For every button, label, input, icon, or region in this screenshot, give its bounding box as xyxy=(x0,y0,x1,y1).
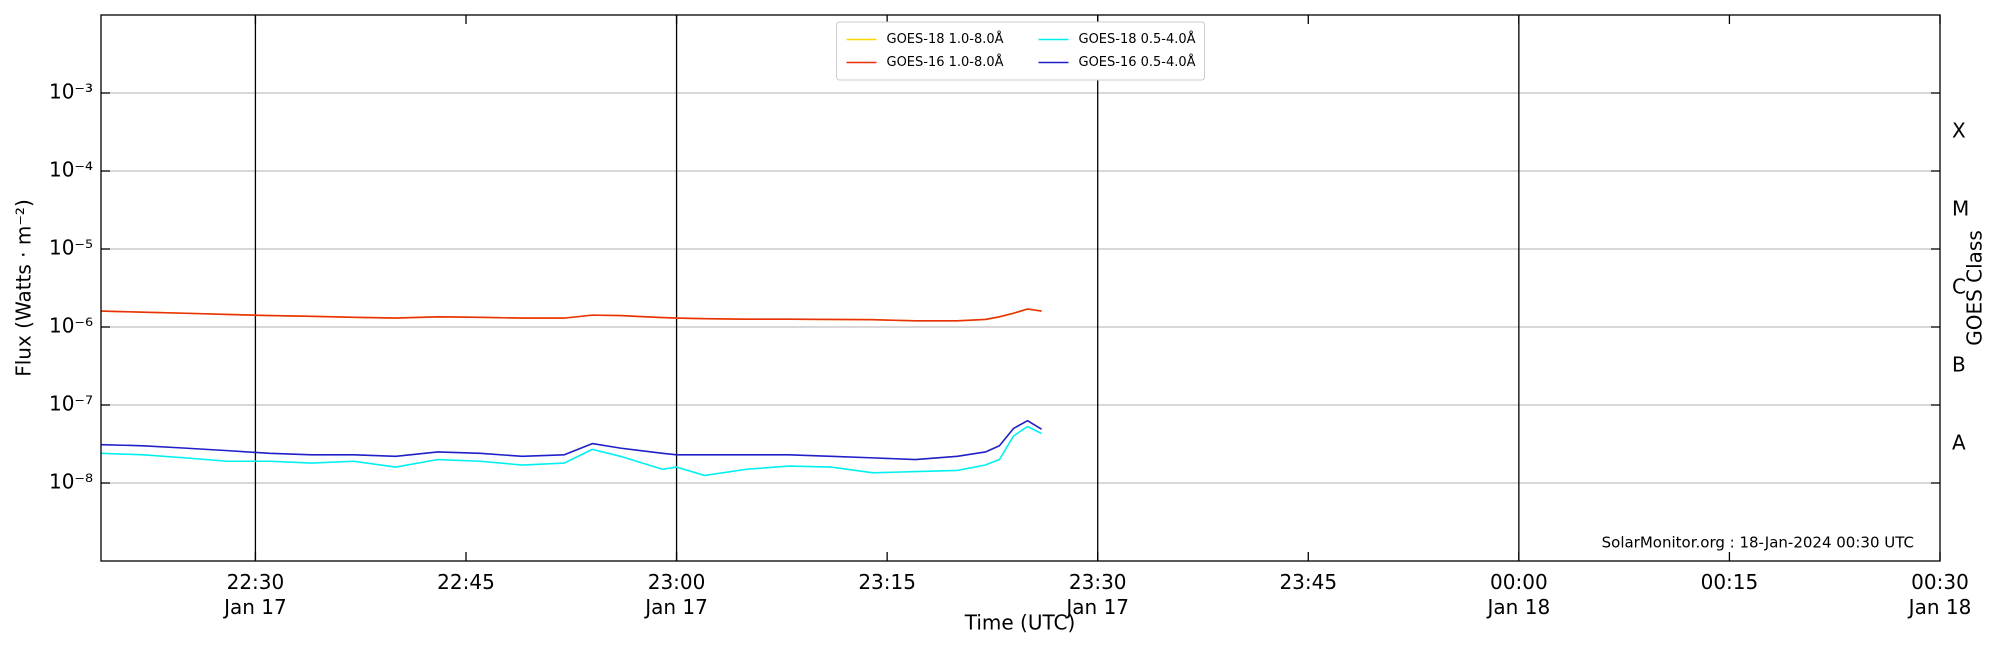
legend-label: GOES-16 1.0-8.0Å xyxy=(887,54,1004,70)
legend-box xyxy=(836,21,1205,81)
legend-label: GOES-18 1.0-8.0Å xyxy=(887,31,1004,47)
x-tick-label: 23:00 Jan 17 xyxy=(643,570,708,619)
x-tick-label: 23:45 xyxy=(1279,570,1337,594)
y-tick-label: 10⁻⁸ xyxy=(49,470,93,494)
y-tick-label: 10⁻⁶ xyxy=(49,314,93,338)
x-tick-label: 00:00 Jan 18 xyxy=(1486,570,1551,619)
legend: GOES-18 1.0-8.0Å GOES-16 1.0-8.0Å GOES-18 … xyxy=(836,21,1205,81)
y-tick-label: 10⁻⁵ xyxy=(49,236,93,260)
x-tick-label: 22:30 Jan 17 xyxy=(222,570,287,619)
y-tick-label: 10⁻⁴ xyxy=(49,158,93,182)
x-tick-label: 23:30 Jan 17 xyxy=(1064,570,1129,619)
series-line xyxy=(100,308,1042,322)
y-tick-label: 10⁻⁷ xyxy=(49,392,93,416)
series-line xyxy=(100,419,1042,461)
y-tick-label: 10⁻³ xyxy=(49,80,93,104)
x-axis-label: Time (UTC) xyxy=(964,611,1076,635)
y2-axis-label: GOES Class xyxy=(1963,230,1987,346)
y-axis-label: Flux (Watts · m⁻²) xyxy=(12,199,36,377)
x-tick-label: 00:15 xyxy=(1701,570,1759,594)
x-tick-label: 22:45 xyxy=(437,570,495,594)
annotation: SolarMonitor.org : 18-Jan-2024 00:30 UTC xyxy=(1602,534,1914,552)
series-line xyxy=(100,425,1042,477)
x-tick-label: 00:30 Jan 18 xyxy=(1907,570,1972,619)
plot-frame xyxy=(100,14,1941,562)
y2-tick-label: C xyxy=(1952,275,1966,299)
legend-label: GOES-16 0.5-4.0Å xyxy=(1079,54,1196,70)
legend-label: GOES-18 0.5-4.0Å xyxy=(1079,31,1196,47)
y2-tick-label: A xyxy=(1952,431,1966,455)
x-tick-label: 23:15 xyxy=(858,570,916,594)
y2-tick-label: B xyxy=(1952,353,1966,377)
y2-tick-label: X xyxy=(1952,119,1966,143)
y2-tick-label: M xyxy=(1952,197,1969,221)
